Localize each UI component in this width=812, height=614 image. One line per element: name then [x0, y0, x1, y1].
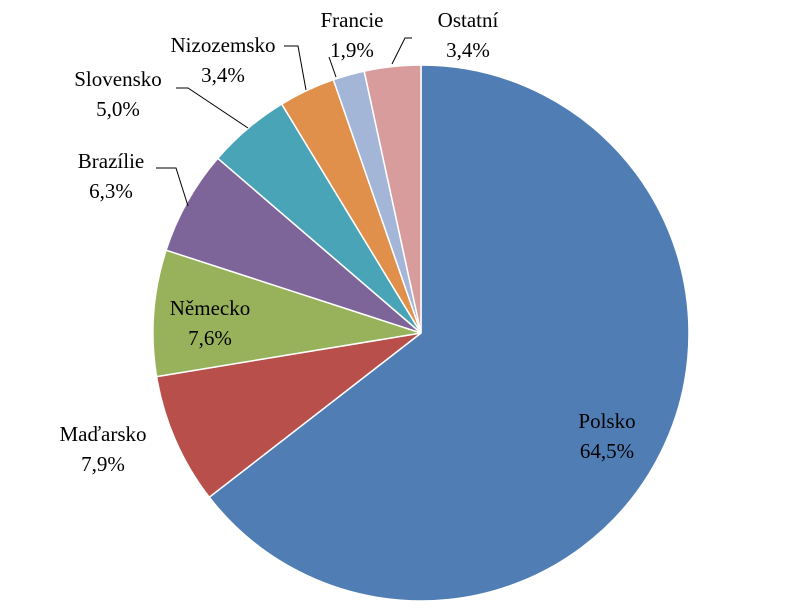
leader-line	[328, 56, 337, 78]
pie-slices	[152, 64, 690, 602]
slice-value-label: 7,9%	[81, 452, 125, 476]
pie-slice-madarsko	[155, 332, 422, 499]
pie-slice-ostatni	[363, 64, 422, 334]
slice-value-label: 1,9%	[330, 38, 374, 62]
slice-name-label: Slovensko	[74, 67, 162, 91]
leader-line	[391, 37, 412, 65]
slice-value-label: 64,5%	[580, 439, 634, 463]
slice-value-label: 6,3%	[89, 179, 133, 203]
slice-name-label: Francie	[321, 8, 384, 32]
slice-value-label: 3,4%	[446, 38, 490, 62]
pie-slice-nemecko	[152, 249, 422, 378]
slice-name-label: Brazílie	[78, 149, 144, 173]
slice-name-label: Ostatní	[438, 8, 499, 32]
slice-name-label: Nizozemsko	[171, 33, 276, 57]
slice-name-label: Německo	[170, 296, 250, 320]
leader-line	[176, 87, 249, 129]
leader-line	[284, 45, 307, 91]
slice-value-label: 3,4%	[201, 63, 245, 87]
slice-labels: Polsko 64,5% Maďarsko 7,9% Německo 7,6% Brazíl…	[59, 8, 635, 476]
leader-lines	[156, 37, 412, 207]
slice-name-label: Polsko	[578, 409, 635, 433]
slice-value-label: 7,6%	[188, 326, 232, 350]
pie-slice-polsko	[208, 64, 690, 602]
slice-name-label: Maďarsko	[59, 422, 146, 446]
leader-line	[156, 167, 189, 207]
slice-value-label: 5,0%	[96, 97, 140, 121]
